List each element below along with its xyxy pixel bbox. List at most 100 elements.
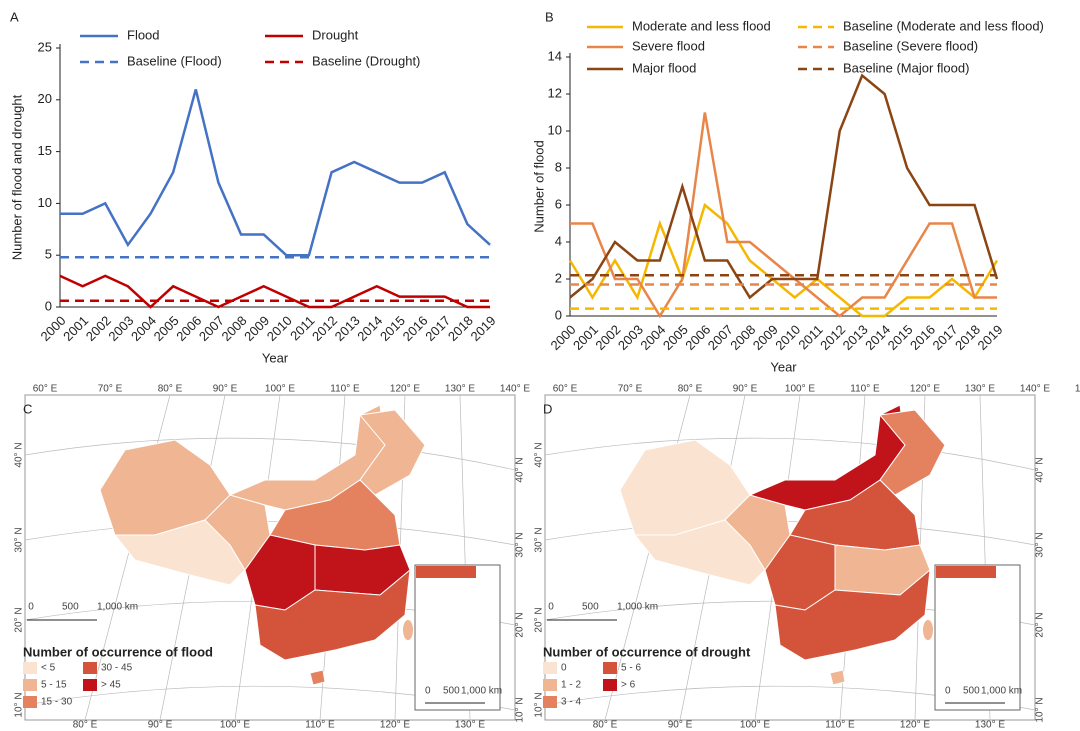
legend-label: Baseline (Moderate and less flood) [843, 18, 1044, 33]
scale-label: 500 [963, 686, 980, 697]
legend-label: Major flood [632, 60, 696, 75]
series-line [569, 73, 999, 300]
longitude-label: 100° E [740, 720, 770, 731]
latitude-label: 20° N [1035, 612, 1046, 637]
latitude-label: 30° N [14, 527, 25, 552]
series-line [59, 274, 490, 309]
legend-label: 30 - 45 [101, 663, 133, 674]
chart-panel: A051015202520002001200220032004200520062… [9, 9, 498, 365]
latitude-label: 10° N [534, 692, 545, 717]
scale-label: 500 [443, 686, 460, 697]
y-axis-title: Number of flood and drought [9, 94, 24, 260]
inset-land [936, 566, 996, 578]
longitude-label: 100° E [785, 384, 815, 395]
x-tick-label: 2019 [467, 313, 498, 344]
y-tick-label: 10 [548, 122, 562, 137]
longitude-label: 80° E [678, 384, 703, 395]
legend-swatch [603, 662, 617, 674]
legend-label: Baseline (Severe flood) [843, 38, 978, 53]
y-tick-label: 8 [555, 159, 562, 174]
latitude-label: 30° N [1035, 532, 1046, 557]
legend-label: Baseline (Drought) [312, 53, 420, 68]
panel-label: B [545, 9, 554, 24]
scale-label: 1,000 km [981, 686, 1022, 697]
legend-label: Severe flood [632, 38, 705, 53]
series-line [570, 112, 997, 319]
y-tick-label: 5 [45, 247, 52, 262]
panel-label: A [10, 9, 19, 24]
y-tick-label: 25 [38, 39, 52, 54]
legend-title: Number of occurrence of flood [23, 644, 213, 659]
scale-label: 0 [28, 602, 34, 613]
legend-label: > 45 [101, 680, 121, 691]
latitude-label: 30° N [515, 532, 526, 557]
longitude-label: 120° E [380, 720, 410, 731]
scale-label: 1,000 km [461, 686, 502, 697]
longitude-label: 80° E [158, 384, 183, 395]
legend-swatch [23, 679, 37, 691]
legend-label: Baseline (Major flood) [843, 60, 969, 75]
longitude-label: 130° E [445, 384, 475, 395]
inset-land [416, 566, 476, 578]
x-axis-title: Year [262, 350, 289, 365]
legend-swatch [23, 662, 37, 674]
region [829, 669, 846, 686]
legend-label: 5 - 6 [621, 663, 641, 674]
latitude-label: 20° N [534, 607, 545, 632]
y-tick-label: 12 [548, 85, 562, 100]
legend-swatch [23, 696, 37, 708]
latitude-label: 20° N [14, 607, 25, 632]
region [309, 669, 326, 686]
legend-label: 1 - 2 [561, 680, 581, 691]
series-line [568, 202, 999, 318]
longitude-label: 60° E [33, 384, 58, 395]
scale-label: 0 [945, 686, 951, 697]
scale-label: 1,000 km [617, 602, 658, 613]
y-tick-label: 6 [555, 196, 562, 211]
legend-label: > 6 [621, 680, 636, 691]
y-tick-label: 2 [555, 270, 562, 285]
longitude-label: 150° E [1075, 384, 1080, 395]
longitude-label: 100° E [220, 720, 250, 731]
latitude-label: 20° N [515, 612, 526, 637]
graticule [24, 437, 516, 471]
map-panel: 60° E 70° E 80° E 90° E 100° E 110° E 120° E 13… [14, 384, 531, 731]
x-tick-label: 2019 [974, 322, 1005, 353]
y-axis-title: Number of flood [531, 140, 546, 233]
longitude-label: 140° E [1020, 384, 1050, 395]
longitude-label: 70° E [98, 384, 123, 395]
y-tick-label: 4 [555, 233, 562, 248]
longitude-label: 100° E [265, 384, 295, 395]
panel-label: D [543, 401, 552, 416]
longitude-label: 120° E [900, 720, 930, 731]
y-tick-label: 15 [38, 143, 52, 158]
x-axis-title: Year [770, 359, 797, 374]
legend-label: Baseline (Flood) [127, 53, 222, 68]
scale-label: 500 [582, 602, 599, 613]
longitude-label: 130° E [455, 720, 485, 731]
region [879, 409, 946, 496]
longitude-label: 110° E [825, 720, 855, 731]
legend-label: Moderate and less flood [632, 18, 771, 33]
y-tick-label: 20 [38, 91, 52, 106]
inset-frame [934, 564, 1021, 711]
latitude-label: 10° N [515, 697, 526, 722]
region [774, 568, 931, 661]
legend-label: 15 - 30 [41, 697, 73, 708]
longitude-label: 120° E [390, 384, 420, 395]
latitude-label: 40° N [1035, 457, 1046, 482]
longitude-label: 80° E [73, 720, 98, 731]
legend-swatch [83, 679, 97, 691]
scale-label: 0 [548, 602, 554, 613]
map-panel: 60° E 70° E 80° E 90° E 100° E 110° E 120° E 13… [534, 384, 1080, 731]
legend-label: 0 [561, 663, 567, 674]
latitude-label: 10° N [1035, 697, 1046, 722]
series-line [60, 89, 491, 257]
graticule [24, 520, 516, 546]
graticule [544, 437, 1036, 471]
longitude-label: 140° E [500, 384, 530, 395]
longitude-label: 90° E [733, 384, 758, 395]
scale-label: 500 [62, 602, 79, 613]
longitude-label: 70° E [618, 384, 643, 395]
